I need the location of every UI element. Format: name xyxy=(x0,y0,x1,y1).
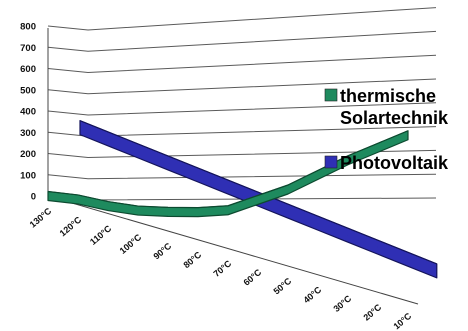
x-tick-label: 10°C xyxy=(391,311,413,331)
data-point xyxy=(317,174,319,176)
data-point xyxy=(168,163,170,165)
data-point xyxy=(47,195,49,197)
data-point xyxy=(77,199,79,201)
y-tick-label: 600 xyxy=(20,64,36,75)
data-point xyxy=(257,199,259,201)
data-point xyxy=(109,139,111,141)
data-point xyxy=(228,187,230,189)
x-tick-label: 80°C xyxy=(181,249,203,270)
gridline xyxy=(47,30,437,52)
data-point xyxy=(377,147,379,149)
data-point xyxy=(317,222,319,224)
y-tick-label: 0 xyxy=(31,192,36,203)
legend-swatch xyxy=(324,88,338,102)
x-axis-line xyxy=(47,195,419,305)
data-point xyxy=(287,210,289,212)
legend-swatch xyxy=(324,155,338,169)
data-point xyxy=(139,151,141,153)
data-point xyxy=(79,127,81,129)
legend-label: Solartechnik xyxy=(340,108,449,128)
data-point xyxy=(407,134,409,136)
gridline xyxy=(47,173,437,180)
y-tick-label: 800 xyxy=(20,22,36,33)
gridline xyxy=(47,54,437,74)
y-tick-label: 300 xyxy=(20,128,36,139)
series-edge xyxy=(47,130,409,209)
x-tick-label: 40°C xyxy=(301,284,323,305)
series xyxy=(47,120,438,279)
data-point xyxy=(167,211,169,213)
gridline xyxy=(47,102,437,116)
gridlines xyxy=(47,7,437,201)
axes xyxy=(47,28,419,305)
x-tick-label: 100°C xyxy=(118,232,144,256)
y-tick-label: 100 xyxy=(20,170,36,181)
data-point xyxy=(227,209,229,211)
legend-label: thermische xyxy=(340,86,436,106)
gridline xyxy=(47,149,437,159)
y-tick-label: 200 xyxy=(20,149,36,160)
y-tick-labels: 0 100 200 300 400 500 600 700 800 xyxy=(20,22,36,203)
legend-label: Photovoltaik xyxy=(340,153,449,173)
x-tick-labels: 130°C 120°C 110°C 100°C 90°C 80°C 70°C 60°C 50°C… xyxy=(28,206,414,331)
x-tick-label: 110°C xyxy=(88,223,114,247)
x-tick-label: 90°C xyxy=(151,241,173,262)
data-point xyxy=(137,210,139,212)
gridline xyxy=(47,7,437,31)
x-tick-label: 70°C xyxy=(211,258,233,279)
x-tick-label: 130°C xyxy=(28,206,54,230)
data-point xyxy=(198,175,200,177)
data-point xyxy=(107,205,109,207)
y-tick-label: 700 xyxy=(20,43,36,54)
series-edge xyxy=(79,120,437,265)
y-tick-label: 500 xyxy=(20,85,36,96)
data-point xyxy=(406,258,408,260)
x-tick-label: 120°C xyxy=(58,214,84,238)
x-tick-label: 60°C xyxy=(241,267,263,288)
data-point xyxy=(287,189,289,191)
data-point xyxy=(436,270,438,272)
gridline xyxy=(47,78,437,95)
data-point xyxy=(377,246,379,248)
data-point xyxy=(197,211,199,213)
x-tick-label: 20°C xyxy=(361,302,383,323)
x-tick-label: 30°C xyxy=(331,293,353,314)
data-point xyxy=(347,234,349,236)
y-tick-label: 400 xyxy=(20,107,36,118)
x-tick-label: 50°C xyxy=(271,276,293,297)
